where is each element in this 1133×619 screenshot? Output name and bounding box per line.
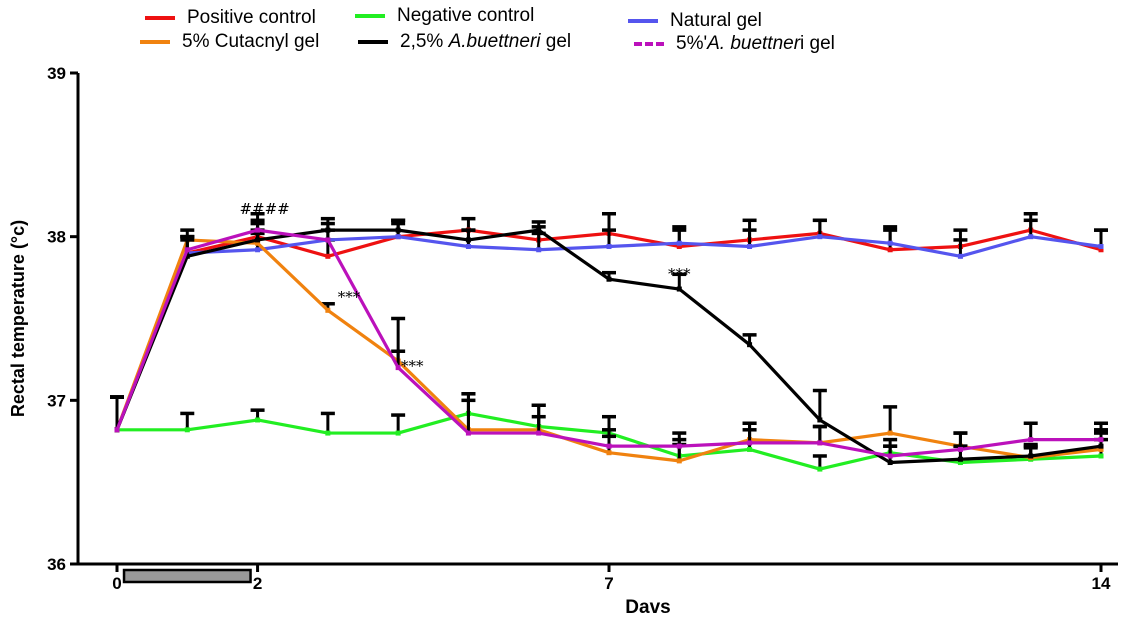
series-2 — [110, 218, 1108, 433]
data-point — [536, 247, 542, 253]
data-point — [114, 427, 120, 433]
data-point — [606, 276, 612, 282]
data-point — [887, 430, 893, 436]
data-point — [957, 456, 963, 462]
x-tick-label: 0 — [112, 574, 121, 593]
data-point — [606, 443, 612, 449]
data-point — [1028, 453, 1034, 459]
data-point — [747, 446, 753, 452]
data-point — [255, 247, 261, 253]
data-point — [817, 234, 823, 240]
data-point — [676, 240, 682, 246]
data-point — [1098, 443, 1104, 449]
data-point — [536, 227, 542, 233]
data-point — [255, 237, 261, 243]
significance-annotation: #### — [239, 200, 289, 218]
legend-item-abuettneri-2-5: 2,5% A.buettneri gel — [358, 31, 571, 53]
data-point — [1098, 446, 1104, 452]
series-line — [115, 228, 1102, 431]
data-point — [465, 243, 471, 249]
legend-item-positive-control: Positive control — [145, 7, 316, 29]
data-point — [1098, 437, 1104, 443]
data-point — [817, 417, 823, 423]
data-point — [957, 460, 963, 466]
data-point — [184, 253, 190, 259]
data-point — [747, 243, 753, 249]
legend-item-negative-control: Negative control — [355, 5, 534, 27]
data-point — [747, 440, 753, 446]
data-point — [255, 417, 261, 423]
legend-item-abuettneri-5: 5%'A. buettneri gel — [634, 33, 835, 55]
data-point — [325, 237, 331, 243]
x-tick-label: 2 — [253, 574, 262, 593]
data-point — [887, 240, 893, 246]
legend-swatch-icon — [358, 40, 388, 44]
data-point — [395, 227, 401, 233]
data-point — [465, 237, 471, 243]
data-point — [536, 430, 542, 436]
data-point — [325, 253, 331, 259]
data-point — [676, 443, 682, 449]
data-point — [395, 430, 401, 436]
data-point — [1098, 453, 1104, 459]
data-point — [957, 253, 963, 259]
data-point — [747, 342, 753, 348]
data-point — [676, 286, 682, 292]
y-tick-label: 36 — [47, 555, 66, 574]
x-axis-title: Davs — [625, 597, 670, 618]
legend-swatch-icon — [355, 14, 385, 18]
data-point — [887, 460, 893, 466]
data-point — [1028, 234, 1034, 240]
y-tick-label: 38 — [47, 228, 66, 247]
data-point — [395, 365, 401, 371]
data-point — [184, 427, 190, 433]
data-point — [395, 234, 401, 240]
x-tick-label: 7 — [604, 574, 613, 593]
series-5 — [110, 212, 1108, 459]
data-point — [887, 247, 893, 253]
legend-item-natural-gel: Natural gel — [628, 10, 762, 32]
legend-swatch-icon — [634, 42, 664, 46]
data-point — [957, 446, 963, 452]
treatment-period-bar — [122, 568, 252, 584]
legend-item-cutacnyl-gel: 5% Cutacnyl gel — [140, 31, 319, 53]
legend-swatch-icon — [145, 16, 175, 20]
x-tick-label: 14 — [1092, 574, 1111, 593]
data-point — [1098, 243, 1104, 249]
data-point — [1098, 247, 1104, 253]
data-point — [325, 430, 331, 436]
data-point — [817, 440, 823, 446]
data-point — [325, 307, 331, 313]
legend-swatch-icon — [140, 40, 170, 44]
data-point — [676, 243, 682, 249]
data-point — [465, 430, 471, 436]
data-point — [255, 227, 261, 233]
data-point — [184, 247, 190, 253]
significance-annotation: *** — [668, 265, 691, 283]
data-point — [606, 450, 612, 456]
series-line — [115, 235, 1102, 431]
y-tick-label: 37 — [47, 391, 66, 410]
data-point — [606, 243, 612, 249]
data-point — [255, 240, 261, 246]
significance-annotation: *** — [338, 288, 361, 306]
y-axis-title: Rectal temperature (°c) — [8, 220, 28, 417]
significance-annotation: *** — [401, 357, 424, 375]
legend-swatch-icon — [628, 19, 658, 23]
legend: Positive control Negative control Natura… — [0, 0, 1133, 60]
data-point — [887, 453, 893, 459]
data-point — [676, 458, 682, 464]
data-point — [1028, 437, 1034, 443]
y-tick-label: 39 — [47, 64, 66, 83]
data-point — [817, 466, 823, 472]
